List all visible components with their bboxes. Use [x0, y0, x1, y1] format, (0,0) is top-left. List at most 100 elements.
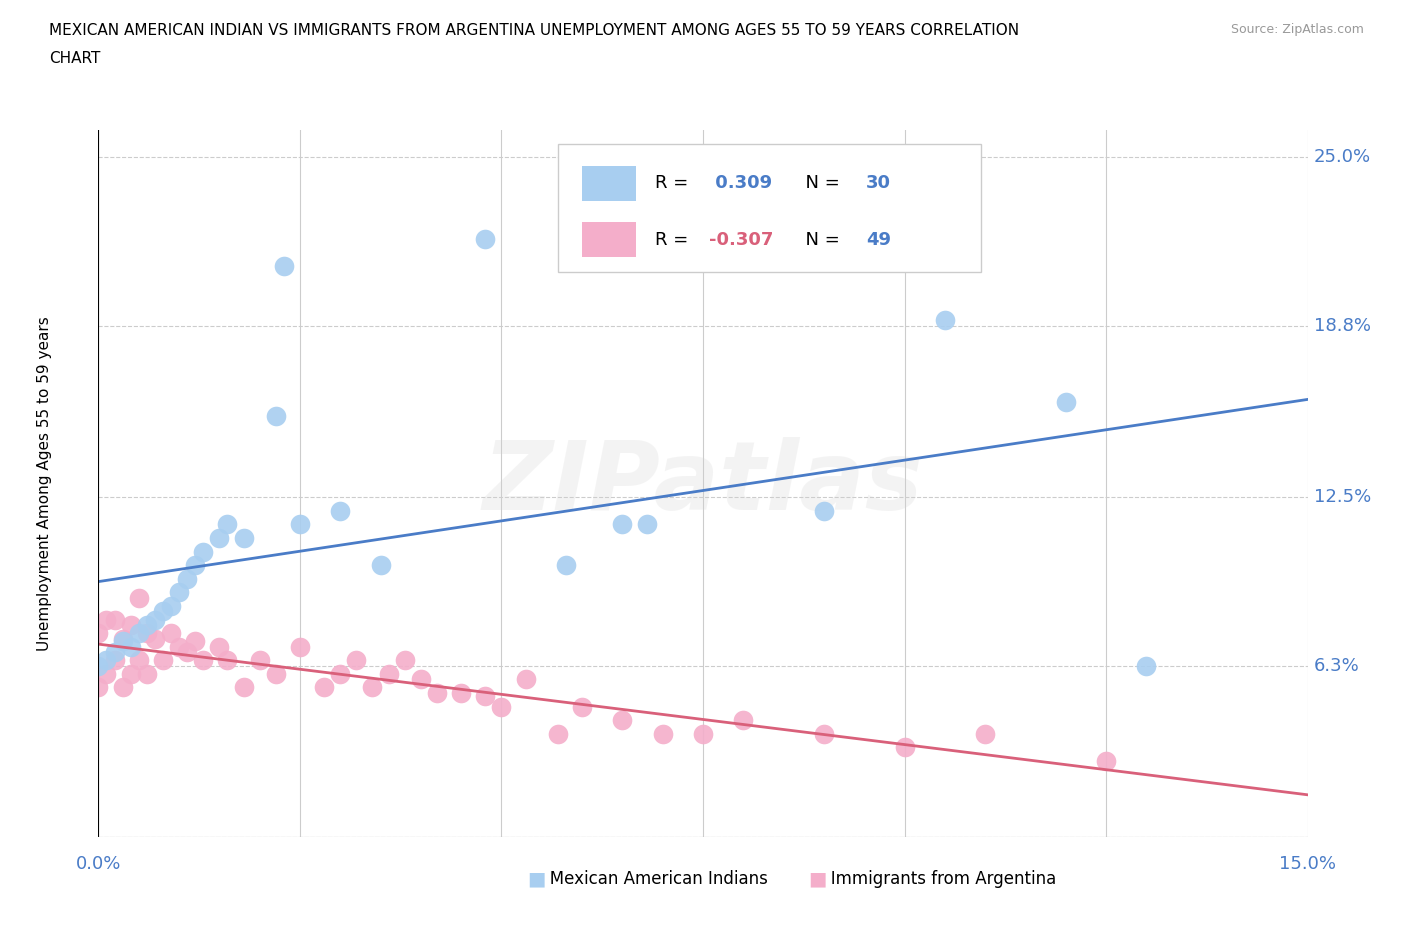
- Text: R =: R =: [655, 231, 693, 248]
- Text: N =: N =: [793, 174, 845, 193]
- Point: [934, 313, 956, 328]
- Text: 30: 30: [866, 174, 891, 193]
- Point: [176, 644, 198, 659]
- Point: [160, 599, 183, 614]
- Point: [120, 639, 142, 654]
- Point: [474, 688, 496, 703]
- Point: [273, 259, 295, 273]
- Point: [184, 634, 207, 649]
- Point: [160, 626, 183, 641]
- Point: [370, 558, 392, 573]
- Text: 12.5%: 12.5%: [1313, 488, 1371, 506]
- Point: [103, 653, 125, 668]
- Point: [128, 626, 150, 641]
- Point: [361, 680, 384, 695]
- Text: R =: R =: [655, 174, 693, 193]
- Point: [474, 232, 496, 246]
- Point: [377, 667, 399, 682]
- Point: [232, 680, 254, 695]
- Point: [193, 653, 215, 668]
- Point: [96, 667, 118, 682]
- Point: [152, 653, 174, 668]
- Point: [143, 612, 166, 627]
- Point: [176, 571, 198, 586]
- Point: [152, 604, 174, 618]
- Text: 0.309: 0.309: [709, 174, 772, 193]
- Point: [128, 653, 150, 668]
- Point: [344, 653, 367, 668]
- Point: [1135, 658, 1157, 673]
- Text: MEXICAN AMERICAN INDIAN VS IMMIGRANTS FROM ARGENTINA UNEMPLOYMENT AMONG AGES 55 : MEXICAN AMERICAN INDIAN VS IMMIGRANTS FR…: [49, 23, 1019, 38]
- Text: Unemployment Among Ages 55 to 59 years: Unemployment Among Ages 55 to 59 years: [37, 316, 52, 651]
- Point: [103, 644, 125, 659]
- Point: [813, 503, 835, 518]
- Point: [120, 618, 142, 632]
- Point: [636, 517, 658, 532]
- Text: 49: 49: [866, 231, 891, 248]
- Text: ■: ■: [527, 870, 546, 888]
- Point: [167, 639, 190, 654]
- Text: CHART: CHART: [49, 51, 101, 66]
- Point: [143, 631, 166, 646]
- Point: [426, 685, 449, 700]
- Point: [111, 631, 134, 646]
- Point: [974, 726, 997, 741]
- Text: Source: ZipAtlas.com: Source: ZipAtlas.com: [1230, 23, 1364, 36]
- Point: [571, 699, 593, 714]
- Text: 6.3%: 6.3%: [1313, 657, 1360, 675]
- Point: [96, 612, 118, 627]
- Point: [547, 726, 569, 741]
- Point: [111, 634, 134, 649]
- Point: [491, 699, 513, 714]
- Point: [193, 544, 215, 559]
- Point: [184, 558, 207, 573]
- Point: [1054, 394, 1077, 409]
- Text: 15.0%: 15.0%: [1279, 855, 1336, 872]
- Point: [167, 585, 190, 600]
- Text: -0.307: -0.307: [709, 231, 773, 248]
- Point: [128, 591, 150, 605]
- Point: [329, 503, 352, 518]
- Text: ZIPatlas: ZIPatlas: [482, 437, 924, 530]
- Text: Mexican American Indians: Mexican American Indians: [534, 870, 768, 888]
- Point: [217, 653, 239, 668]
- Point: [135, 667, 157, 682]
- Point: [450, 685, 472, 700]
- Point: [1095, 753, 1118, 768]
- Point: [135, 626, 157, 641]
- Point: [651, 726, 673, 741]
- Point: [813, 726, 835, 741]
- Point: [409, 671, 432, 686]
- Text: ■: ■: [808, 870, 827, 888]
- Point: [208, 530, 231, 545]
- Point: [515, 671, 537, 686]
- Point: [87, 626, 110, 641]
- Point: [232, 530, 254, 545]
- Bar: [582, 166, 637, 201]
- Point: [733, 712, 755, 727]
- Point: [394, 653, 416, 668]
- Point: [96, 653, 118, 668]
- Point: [893, 740, 915, 755]
- Point: [111, 680, 134, 695]
- Point: [555, 558, 578, 573]
- Point: [288, 639, 311, 654]
- Point: [103, 612, 125, 627]
- Text: N =: N =: [793, 231, 845, 248]
- Point: [217, 517, 239, 532]
- Point: [249, 653, 271, 668]
- Point: [329, 667, 352, 682]
- Point: [612, 517, 634, 532]
- Bar: [582, 222, 637, 258]
- Point: [692, 726, 714, 741]
- Point: [135, 618, 157, 632]
- Text: 25.0%: 25.0%: [1313, 149, 1371, 166]
- Point: [314, 680, 336, 695]
- Text: 18.8%: 18.8%: [1313, 317, 1371, 335]
- Point: [264, 408, 287, 423]
- Point: [87, 658, 110, 673]
- Bar: [558, 144, 981, 272]
- Point: [208, 639, 231, 654]
- Point: [264, 667, 287, 682]
- Point: [120, 667, 142, 682]
